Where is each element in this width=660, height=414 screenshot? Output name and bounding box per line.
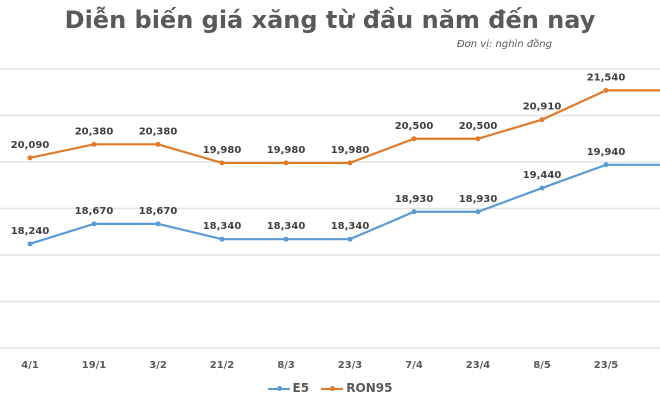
x-tick-label: 21/2 [210, 360, 235, 371]
data-label: 20,380 [139, 126, 178, 137]
x-tick-label: 23/4 [466, 360, 491, 371]
data-point [283, 160, 289, 166]
data-label: 19,940 [587, 147, 626, 158]
x-tick-label: 19/1 [82, 360, 107, 371]
data-point [155, 221, 161, 227]
data-label: 18,670 [139, 206, 178, 217]
data-label: 19,980 [331, 145, 370, 156]
data-label: 19,980 [267, 145, 306, 156]
chart-subtitle: Đơn vị: nghìn đồng [456, 39, 552, 50]
chart-title: Diễn biến giá xăng từ đầu năm đến nay [64, 6, 596, 34]
data-point [219, 236, 225, 242]
data-point [347, 160, 353, 166]
data-point [91, 221, 97, 227]
x-tick-label: 23/3 [338, 360, 363, 371]
x-tick-label: 4/1 [21, 360, 39, 371]
data-point [155, 141, 161, 147]
data-point [411, 209, 417, 215]
legend: E5 RON95 [0, 381, 660, 395]
data-point [219, 160, 225, 166]
data-label: 19,980 [203, 145, 242, 156]
data-label: 20,500 [459, 121, 498, 132]
data-label: 20,090 [11, 140, 50, 151]
data-label: 20,380 [75, 126, 114, 137]
data-point [411, 136, 417, 142]
data-label: 20,910 [523, 102, 562, 113]
data-label: 21,540 [587, 72, 626, 83]
legend-item-e5: E5 [267, 381, 310, 395]
data-label: 18,930 [395, 194, 434, 205]
data-point [27, 241, 33, 247]
data-point [539, 185, 545, 191]
legend-label-ron95: RON95 [346, 381, 393, 395]
data-label: 18,930 [459, 194, 498, 205]
legend-swatch-ron95 [321, 385, 344, 391]
data-label: 18,670 [75, 206, 114, 217]
legend-label-e5: E5 [292, 381, 310, 395]
data-point [603, 87, 609, 93]
data-label: 18,340 [203, 221, 242, 232]
x-tick-label: 8/3 [277, 360, 295, 371]
legend-item-ron95: RON95 [321, 381, 392, 395]
data-label: 18,340 [267, 221, 306, 232]
data-point [539, 117, 545, 123]
x-tick-label: 8/5 [533, 360, 551, 371]
data-point [27, 155, 33, 161]
x-tick-label: 23/5 [594, 360, 619, 371]
data-label: 18,240 [11, 226, 50, 237]
data-point [91, 141, 97, 147]
legend-swatch-e5 [267, 385, 290, 391]
data-label: 19,440 [523, 170, 562, 181]
data-label: 18,340 [331, 221, 370, 232]
data-label: 20,500 [395, 121, 434, 132]
data-point [283, 236, 289, 242]
data-point [475, 209, 481, 215]
x-tick-label: 7/4 [405, 360, 423, 371]
data-point [603, 162, 609, 168]
data-point [475, 136, 481, 142]
x-tick-label: 3/2 [149, 360, 167, 371]
data-point [347, 236, 353, 242]
